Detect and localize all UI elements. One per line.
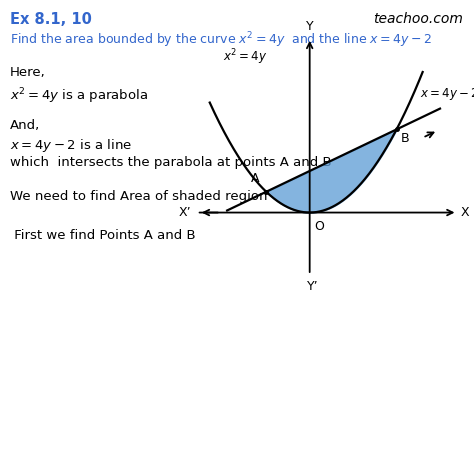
Text: O: O xyxy=(314,220,324,233)
Text: X’: X’ xyxy=(179,206,191,219)
Text: X: X xyxy=(461,206,470,219)
Text: $x^2 = 4y$ is a parabola: $x^2 = 4y$ is a parabola xyxy=(10,86,148,106)
Text: $x = 4y - 2$: $x = 4y - 2$ xyxy=(420,86,474,102)
Text: Ex 8.1, 10: Ex 8.1, 10 xyxy=(10,12,92,27)
Text: A: A xyxy=(251,172,260,185)
Text: B: B xyxy=(401,132,410,145)
Text: Here,: Here, xyxy=(10,66,46,79)
Text: Y: Y xyxy=(306,20,313,33)
Text: We need to find Area of shaded region: We need to find Area of shaded region xyxy=(10,190,267,203)
Text: which  intersects the parabola at points A and B: which intersects the parabola at points … xyxy=(10,156,332,169)
Text: And,: And, xyxy=(10,119,40,132)
Text: First we find Points A and B: First we find Points A and B xyxy=(10,229,196,242)
Text: teachoo.com: teachoo.com xyxy=(373,12,463,26)
Text: $x = 4y - 2$ is a line: $x = 4y - 2$ is a line xyxy=(10,137,132,154)
Text: Y’: Y’ xyxy=(307,280,319,293)
Text: Find the area bounded by the curve $x^2 = 4y$  and the line $x = 4y - 2$: Find the area bounded by the curve $x^2 … xyxy=(10,30,432,50)
Text: $x^2 = 4y$: $x^2 = 4y$ xyxy=(223,47,267,67)
